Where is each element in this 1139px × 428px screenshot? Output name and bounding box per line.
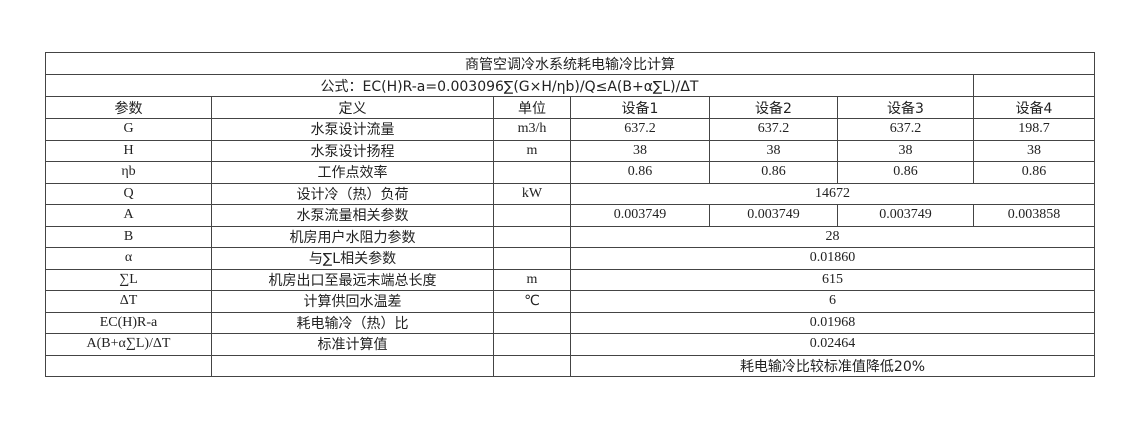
table-row: 耗电输冷比较标准值降低20% — [45, 354, 1096, 377]
value-cell: 637.2 — [570, 118, 710, 141]
value-cell: 0.86 — [972, 161, 1096, 184]
header-device-4: 设备4 — [972, 96, 1096, 119]
header-device-3: 设备3 — [837, 96, 974, 119]
unit-cell: m3/h — [493, 118, 571, 141]
formula: 公式：EC(H)R-a=0.003096∑(G×H/ηb)/Q≤A(B+α∑L)… — [45, 74, 974, 97]
value-cell: 0.86 — [709, 161, 838, 184]
unit-cell — [493, 225, 571, 248]
param-cell: H — [45, 139, 212, 162]
definition-cell: 工作点效率 — [211, 161, 494, 184]
value-cell: 0.003749 — [709, 204, 838, 227]
unit-cell — [493, 333, 571, 356]
table-row: Q 设计冷（热）负荷 kW 14672 — [45, 182, 1096, 205]
merged-value-cell: 0.01968 — [569, 311, 1096, 334]
value-cell: 637.2 — [709, 118, 838, 141]
table-row: ηb 工作点效率 0.86 0.86 0.86 0.86 — [45, 161, 1096, 184]
param-cell: ηb — [45, 161, 212, 184]
merged-value-cell: 14672 — [569, 182, 1096, 205]
calc-table: 商管空调冷水系统耗电输冷比计算 公式：EC(H)R-a=0.003096∑(G×… — [44, 52, 1096, 377]
merged-value-cell: 6 — [569, 290, 1096, 313]
param-cell: A — [45, 204, 212, 227]
merged-value-cell: 28 — [569, 225, 1096, 248]
merged-value-cell: 615 — [569, 268, 1096, 291]
empty-cell — [972, 74, 1096, 97]
table-row: B 机房用户水阻力参数 28 — [45, 225, 1096, 248]
param-cell — [45, 354, 212, 377]
unit-cell — [493, 311, 571, 334]
table-title: 商管空调冷水系统耗电输冷比计算 — [44, 52, 1096, 75]
definition-cell: 机房用户水阻力参数 — [211, 225, 494, 248]
header-param: 参数 — [45, 96, 212, 119]
value-cell: 637.2 — [837, 118, 974, 141]
value-cell: 38 — [972, 139, 1096, 162]
value-cell: 0.003749 — [570, 204, 710, 227]
definition-cell: 水泵流量相关参数 — [211, 204, 494, 227]
table-row: A 水泵流量相关参数 0.003749 0.003749 0.003749 0.00385… — [45, 204, 1096, 227]
param-cell: α — [45, 247, 212, 270]
table-row: ∑L 机房出口至最远末端总长度 m 615 — [45, 268, 1096, 291]
definition-cell: 水泵设计流量 — [211, 118, 494, 141]
merged-value-cell: 0.01860 — [569, 247, 1096, 270]
param-cell: ΔT — [45, 290, 212, 313]
unit-cell — [493, 354, 571, 377]
param-cell: B — [45, 225, 212, 248]
value-cell: 38 — [837, 139, 974, 162]
unit-cell — [493, 204, 571, 227]
table-row: A(B+α∑L)/ΔT 标准计算值 0.02464 — [45, 333, 1096, 356]
unit-cell: m — [493, 139, 571, 162]
header-device-2: 设备2 — [709, 96, 838, 119]
definition-cell: 机房出口至最远末端总长度 — [211, 268, 494, 291]
definition-cell: 与∑L相关参数 — [211, 247, 494, 270]
definition-cell: 设计冷（热）负荷 — [211, 182, 494, 205]
value-cell: 38 — [570, 139, 710, 162]
table-row: ΔT 计算供回水温差 ℃ 6 — [45, 290, 1096, 313]
unit-cell: kW — [493, 182, 571, 205]
definition-cell: 计算供回水温差 — [211, 290, 494, 313]
param-cell: EC(H)R-a — [45, 311, 212, 334]
param-cell: ∑L — [45, 268, 212, 291]
param-cell: A(B+α∑L)/ΔT — [45, 333, 212, 356]
merged-value-cell: 0.02464 — [569, 333, 1096, 356]
value-cell: 0.86 — [837, 161, 974, 184]
definition-cell: 标准计算值 — [211, 333, 494, 356]
value-cell: 0.003749 — [837, 204, 974, 227]
value-cell: 198.7 — [972, 118, 1096, 141]
definition-cell: 水泵设计扬程 — [211, 139, 494, 162]
param-cell: G — [45, 118, 212, 141]
header-device-1: 设备1 — [570, 96, 710, 119]
table-row: H 水泵设计扬程 m 38 38 38 38 — [45, 139, 1096, 162]
unit-cell — [493, 247, 571, 270]
unit-cell: ℃ — [493, 290, 571, 313]
value-cell: 0.86 — [570, 161, 710, 184]
param-cell: Q — [45, 182, 212, 205]
value-cell: 0.003858 — [972, 204, 1096, 227]
table-row: α 与∑L相关参数 0.01860 — [45, 247, 1096, 270]
definition-cell: 耗电输冷（热）比 — [211, 311, 494, 334]
table-row: EC(H)R-a 耗电输冷（热）比 0.01968 — [45, 311, 1096, 334]
header-row: 参数 定义 单位 设备1 设备2 设备3 设备4 — [45, 96, 1096, 119]
header-unit: 单位 — [493, 96, 571, 119]
header-def: 定义 — [211, 96, 494, 119]
definition-cell — [211, 354, 494, 377]
unit-cell — [493, 161, 571, 184]
merged-value-cell: 耗电输冷比较标准值降低20% — [569, 354, 1096, 377]
unit-cell: m — [493, 268, 571, 291]
value-cell: 38 — [709, 139, 838, 162]
table-row: G 水泵设计流量 m3/h 637.2 637.2 637.2 198.7 — [45, 118, 1096, 141]
